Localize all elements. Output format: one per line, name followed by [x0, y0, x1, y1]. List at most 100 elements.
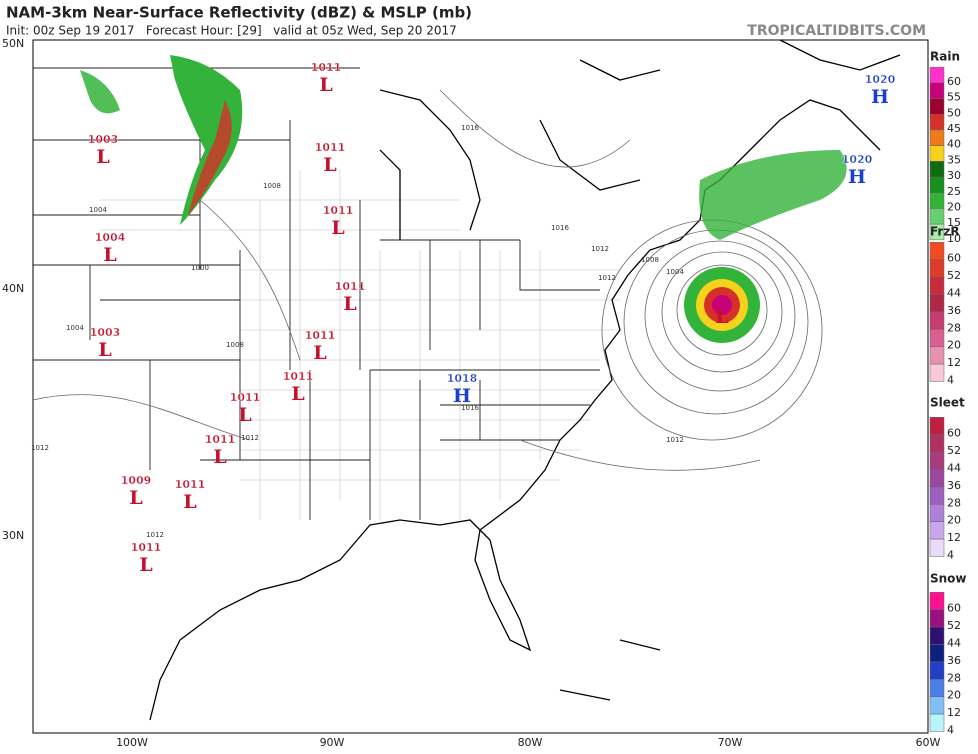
legends: Rain6055504540353025201510FrzR6052443628… — [929, 50, 967, 737]
isobars — [32, 89, 823, 471]
legend-tick: 28 — [947, 496, 961, 509]
legend-tick: 60 — [947, 427, 961, 440]
isobar-label: 1004 — [89, 206, 107, 214]
legend-tick: 36 — [947, 479, 961, 492]
map-frame — [32, 39, 929, 734]
legend-tick: 4 — [947, 374, 954, 387]
legend-swatch — [929, 644, 945, 663]
site: TROPICALTIDBITS.COM — [747, 23, 926, 39]
pressure-value: 1011 — [205, 433, 236, 446]
lon-label: 90W — [320, 736, 345, 749]
isobar-label: 1012 — [666, 436, 684, 444]
legend-swatch — [929, 521, 945, 540]
legend-swatch — [929, 223, 945, 241]
legend-swatch — [929, 276, 945, 295]
lat-label: 40N — [2, 282, 24, 295]
legend-tick: 4 — [947, 549, 954, 562]
legend-swatch — [929, 626, 945, 645]
pressure-letter: L — [331, 217, 344, 239]
pressure-value: 1011 — [323, 204, 354, 217]
isobar-label: 1008 — [226, 341, 244, 349]
legend-swatch — [929, 82, 945, 99]
legend-swatch — [929, 161, 945, 178]
reflectivity — [80, 55, 847, 343]
legend-tick: 36 — [947, 304, 961, 317]
legend-swatch — [929, 176, 945, 194]
pressure-value: 1011 — [305, 329, 336, 342]
pressure-value: 1020 — [865, 73, 896, 86]
legend-swatch — [929, 504, 945, 522]
legend-tick: 12 — [947, 531, 961, 544]
isobar-label: 1012 — [146, 531, 164, 539]
lon-label: 80W — [518, 736, 543, 749]
legend-tick: 45 — [947, 122, 961, 135]
pressure-letter: L — [313, 342, 326, 364]
legend-tick: 60 — [947, 75, 961, 88]
isobar-label: 1004 — [66, 324, 84, 332]
subtitle: Init: 00z Sep 19 2017 Forecast Hour: [29… — [6, 24, 457, 38]
legend-tick: 36 — [947, 654, 961, 667]
isobar-label: 1012 — [591, 245, 609, 253]
isobar-label: 1008 — [641, 256, 659, 264]
legend-swatch — [929, 294, 945, 313]
legend-swatch — [929, 346, 945, 365]
legend-swatch — [929, 713, 945, 732]
pressure-value: 1009 — [121, 474, 152, 487]
isobar-label: 1016 — [461, 404, 479, 412]
legend-tick: 12 — [947, 706, 961, 719]
isobar-label: 1016 — [461, 124, 479, 132]
pressure-letter: L — [213, 446, 226, 468]
isobar-label: 1012 — [241, 434, 259, 442]
pressure-letter: L — [715, 306, 728, 328]
pressure-letter: L — [319, 74, 332, 96]
pressure-value: 1003 — [88, 133, 119, 146]
legend-swatch — [929, 208, 945, 225]
legend-swatch — [929, 451, 945, 470]
legend-tick: 35 — [947, 153, 961, 166]
pressure-value: 1011 — [335, 280, 366, 293]
pressure-letter: L — [129, 487, 142, 509]
legend-tick: 10 — [947, 232, 961, 245]
legend-tick: 12 — [947, 356, 961, 369]
legend-swatch — [929, 417, 945, 435]
legend-tick: 30 — [947, 169, 961, 182]
pressure-letter: L — [96, 146, 109, 168]
legend-title: Rain — [930, 50, 960, 64]
isobar-label: 1012 — [598, 274, 616, 282]
pressure-letter: L — [323, 154, 336, 176]
legend-swatch — [929, 259, 945, 278]
isobar-label: 1012 — [31, 444, 49, 452]
legend-swatch — [929, 114, 945, 131]
lat-label: 30N — [2, 529, 24, 542]
legend-tick: 52 — [947, 444, 961, 457]
legend-tick: 44 — [947, 637, 961, 650]
pressure-letter: L — [103, 244, 116, 266]
legend-tick: 60 — [947, 252, 961, 265]
pressure-value: 1004 — [95, 231, 126, 244]
legend-swatch — [929, 363, 945, 382]
title: NAM-3km Near-Surface Reflectivity (dBZ) … — [6, 4, 472, 22]
legend-tick: 20 — [947, 200, 961, 213]
legend-tick: 60 — [947, 602, 961, 615]
legend-tick: 55 — [947, 91, 961, 104]
isobar-label: 1016 — [551, 224, 569, 232]
legend-swatch — [929, 592, 945, 610]
legend-swatch — [929, 66, 945, 84]
legend-swatch — [929, 242, 945, 260]
lon-label: 60W — [916, 736, 941, 749]
legend-swatch — [929, 469, 945, 488]
pressure-value: 1003 — [90, 326, 121, 339]
legend-swatch — [929, 98, 945, 115]
pressure-value: 1011 — [283, 370, 314, 383]
legend-tick: 4 — [947, 724, 954, 737]
legend-tick: 44 — [947, 287, 961, 300]
pressure-letter: L — [343, 293, 356, 315]
legend-tick: 52 — [947, 619, 961, 632]
pressure-value: 1018 — [447, 372, 478, 385]
coastline — [149, 39, 901, 721]
isobar-label: 1004 — [666, 268, 684, 276]
legend-swatch — [929, 434, 945, 453]
pressure-value: 1011 — [175, 478, 206, 491]
legend-swatch — [929, 192, 945, 209]
